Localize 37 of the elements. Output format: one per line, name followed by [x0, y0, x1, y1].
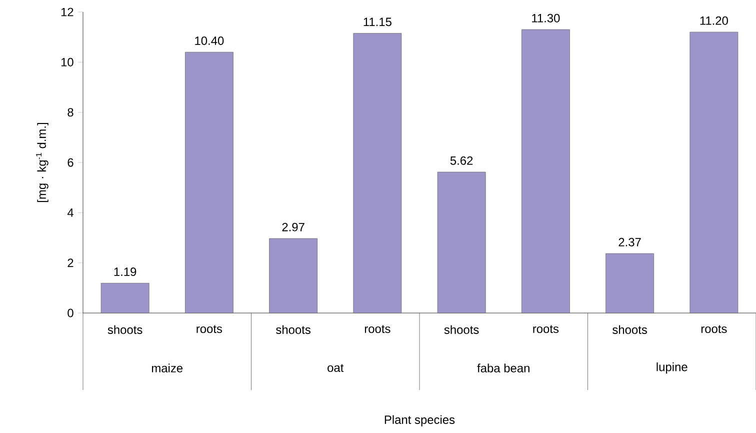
- bar: [521, 29, 570, 314]
- bar: [437, 172, 486, 314]
- x-tick-label: roots: [196, 325, 222, 334]
- y-tick-label: 4: [67, 208, 74, 217]
- bar: [690, 32, 738, 314]
- x-tick-label: shoots: [108, 325, 142, 334]
- y-tick-label: 12: [61, 8, 74, 16]
- bar: [606, 253, 654, 314]
- data-label: 11.30: [532, 14, 560, 22]
- y-tick-label: 10: [61, 58, 74, 66]
- data-label: 2.37: [618, 238, 641, 246]
- text: lupine: [656, 362, 688, 374]
- text: Plant species: [384, 415, 455, 426]
- x-tick-label: roots: [701, 325, 727, 334]
- text: faba bean: [477, 364, 530, 372]
- data-label: 2.97: [282, 222, 304, 232]
- bar: [184, 52, 234, 314]
- data-label: 1.19: [114, 268, 136, 276]
- data-label: 11.15: [364, 18, 392, 26]
- x-tick-label: shoots: [444, 325, 479, 334]
- x-tick-label: shoots: [612, 325, 647, 334]
- data-label: 10.40: [195, 36, 224, 45]
- text: oat: [328, 364, 344, 372]
- y-tick-label: 2: [68, 258, 74, 268]
- y-tick-label: 8: [68, 108, 74, 117]
- x-tick-label: roots: [364, 325, 390, 334]
- y-tick-label: 0: [68, 308, 74, 318]
- y-axis-title: [mg · kg$^{-1}$ d.m.]: [36, 123, 48, 202]
- bar: [100, 282, 150, 314]
- x-tick-label: shoots: [276, 325, 310, 334]
- bar: [269, 238, 318, 314]
- x-tick-label: roots: [533, 325, 559, 334]
- y-tick-label: 6: [68, 158, 74, 167]
- data-label: 11.20: [700, 16, 728, 25]
- text: maize: [152, 364, 183, 372]
- data-label: 5.62: [450, 156, 473, 165]
- bar: [353, 33, 402, 314]
